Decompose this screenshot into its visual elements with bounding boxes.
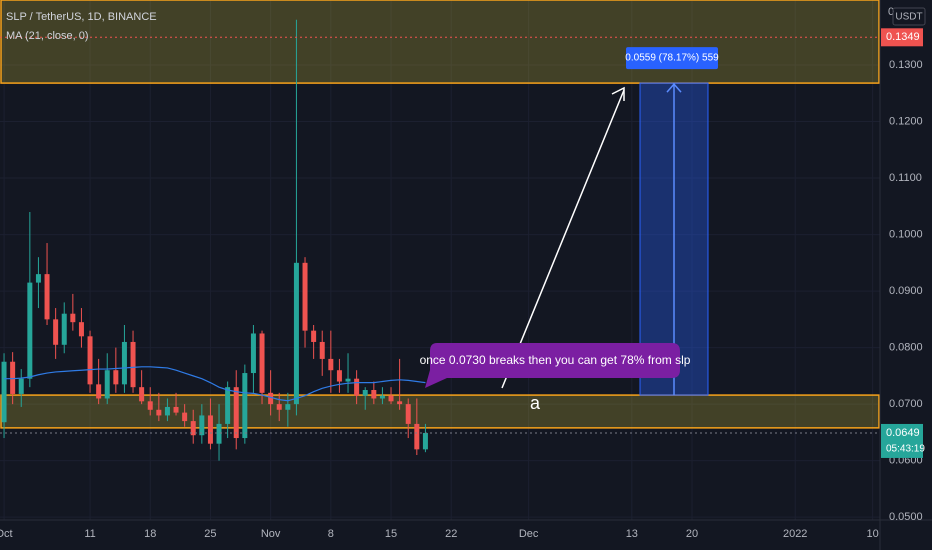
candle-body [35,274,41,283]
x-tick-label: 15 [385,528,397,540]
candle-body [397,401,403,405]
y-tick-label: 0.0900 [889,285,923,297]
high-price-label: 0.1349 [886,31,920,43]
candle-body [354,378,360,396]
countdown-label: 05:43:19 [886,444,925,455]
candle-body [285,404,291,410]
x-tick-label: Nov [261,528,281,540]
candle-body [156,409,162,416]
candle-body [336,370,342,382]
candle-body [250,333,256,374]
ma-line [4,366,426,402]
candle-body [44,274,50,320]
candle-body [1,361,7,423]
candle-body [182,412,188,422]
x-tick-label: 25 [204,528,216,540]
x-tick-label: Dec [519,528,539,540]
y-tick-label: 0.0700 [889,398,923,410]
candle-body [328,358,334,371]
price-zone [0,0,880,84]
candle-body [199,415,205,436]
scale-label[interactable]: 0 [888,6,894,18]
candle-body [87,336,93,385]
candle-body [388,395,394,402]
candle-body [276,404,282,410]
candle-body [173,406,179,413]
note-text: a [530,393,541,413]
candle-body [371,390,377,399]
candle-body [216,423,222,444]
symbol-title: SLP / TetherUS, 1D, BINANCE [6,11,157,23]
high-price-tag [881,28,923,47]
price-zone [0,394,880,429]
y-tick-label: 0.1300 [889,59,923,71]
candle-body [113,370,119,385]
y-tick-label: 0.1200 [889,115,923,127]
candle-body [233,387,239,439]
x-tick-label: 13 [626,528,638,540]
candle-body [61,313,67,345]
candle-body [147,401,153,410]
currency-box[interactable] [892,7,926,26]
position-label: 0.0559 (78.17%) 559 [625,53,719,64]
last-price-tag [881,423,923,458]
x-tick-label: 18 [144,528,156,540]
candle-body [302,262,308,331]
callout-text: once 0.0730 breaks then you can get 78% … [420,353,691,367]
y-tick-label: 0.1000 [889,228,923,240]
candle-body [268,392,274,405]
x-tick-label: 8 [328,528,334,540]
candle-body [319,341,325,359]
candle-body [139,387,145,402]
candle-body [70,313,76,323]
candle-body [96,384,102,399]
position-arrow-head [666,82,682,93]
currency-label[interactable]: USDT [895,12,922,23]
candle-body [311,330,317,342]
y-tick-label: 0.0500 [889,511,923,523]
candle-body [27,282,33,379]
candle-body [53,319,59,345]
trend-arrow [501,89,625,389]
candle-body [78,322,84,337]
x-tick-label: 10 [866,528,878,540]
x-tick-label: 11 [84,528,95,540]
candle-body [130,341,136,388]
candle-body [164,406,170,416]
candle-body [104,370,110,399]
indicator-label: MA (21, close, 0) [6,30,89,42]
x-tick-label: Oct [0,528,13,540]
candle-body [242,373,248,439]
trend-arrow-head [611,86,625,101]
candle-body [422,432,428,450]
y-tick-label: 0.1100 [889,172,922,184]
candle-body [345,378,351,382]
x-tick-label: 20 [686,528,698,540]
y-tick-label: 0.0800 [889,342,923,354]
x-tick-label: 2022 [783,528,807,540]
candle-body [362,390,368,396]
candle-body [190,421,196,436]
candle-body [405,404,411,424]
position-label-box [626,47,718,70]
last-price-label: 0.0649 [886,427,920,439]
candle-body [18,378,24,394]
x-tick-label: 22 [445,528,457,540]
candle-body [10,361,16,394]
candle-body [293,262,299,405]
candle-body [207,415,213,444]
candle-body [379,395,385,399]
callout-bubble [425,343,680,388]
candle-body [414,423,420,450]
candle-body [225,387,231,424]
candle-body [121,341,127,385]
candle-body [259,333,265,393]
